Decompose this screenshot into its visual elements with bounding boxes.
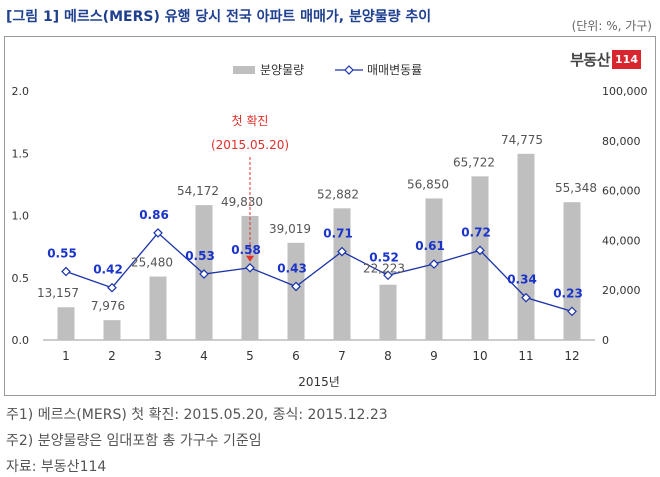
line-marker <box>199 269 209 279</box>
bar <box>379 284 397 340</box>
left-tick-label: 1.0 <box>12 210 30 223</box>
line-value-label: 0.23 <box>553 286 583 300</box>
combo-chart: 0.0 0.5 1.0 1.5 2.0 0 20,000 40,000 60,000 80,000… <box>12 63 648 389</box>
line-marker <box>567 306 577 317</box>
line-value-label: 0.34 <box>507 273 537 287</box>
x-tick-label: 4 <box>200 349 208 363</box>
bar <box>517 153 535 340</box>
line-marker <box>153 228 163 238</box>
line-value-label: 0.61 <box>415 239 445 253</box>
x-axis-title: 2015년 <box>298 375 340 389</box>
legend-swatch-bars <box>233 66 255 74</box>
bar <box>103 320 121 340</box>
annotation-arrow-head <box>246 255 254 262</box>
figure-title: [그림 1] 메르스(MERS) 유행 당시 전국 아파트 매매가, 분양물량 … <box>6 9 432 25</box>
line-marker <box>291 281 301 292</box>
bar <box>425 198 443 340</box>
x-tick-label: 9 <box>430 349 438 363</box>
note-2: 주2) 분양물량은 임대포함 총 가구수 기준임 <box>6 433 262 449</box>
right-tick-label: 80,000 <box>602 135 641 148</box>
bar <box>57 307 75 340</box>
bar-value-label: 22,223 <box>363 262 405 276</box>
x-tick-label: 11 <box>518 349 533 363</box>
right-tick-label: 20,000 <box>602 284 641 297</box>
logo: 부동산 114 <box>570 49 641 70</box>
line-value-label: 0.71 <box>323 227 353 241</box>
chart-container: 부동산 114 0.0 0.5 1.0 1.5 2.0 0 20,000 40,000 60,0… <box>4 36 656 396</box>
left-tick-label: 0.0 <box>12 334 30 347</box>
legend-label-line: 매매변동률 <box>367 63 422 77</box>
bar-value-label: 74,775 <box>501 133 543 147</box>
line-value-label: 0.86 <box>139 208 169 222</box>
line-marker <box>337 246 347 257</box>
bar-value-label: 52,882 <box>317 187 359 201</box>
bar <box>241 215 259 340</box>
line-value-label: 0.43 <box>277 261 307 275</box>
x-tick-label: 5 <box>246 349 254 363</box>
source-note: 자료: 부동산114 <box>6 459 107 475</box>
x-tick-label: 7 <box>338 349 346 363</box>
line-marker <box>245 262 255 273</box>
right-tick-label: 60,000 <box>602 185 641 198</box>
right-tick-label: 40,000 <box>602 234 641 247</box>
logo-number: 114 <box>612 50 641 69</box>
right-tick-label: 100,000 <box>602 85 648 98</box>
bar-value-label: 54,172 <box>177 184 219 198</box>
bar-value-label: 13,157 <box>37 286 79 300</box>
bar-value-label: 7,976 <box>91 299 125 313</box>
annotation-date: (2015.05.20) <box>211 138 289 152</box>
left-tick-label: 1.5 <box>12 147 30 160</box>
note-1: 주1) 메르스(MERS) 첫 확진: 2015.05.20, 종식: 2015… <box>6 407 388 423</box>
line-value-label: 0.72 <box>461 225 491 239</box>
line-series <box>65 231 573 312</box>
line-marker <box>475 245 485 256</box>
line-marker <box>383 270 393 281</box>
bar <box>471 176 489 340</box>
line-marker <box>107 282 117 293</box>
bar <box>563 202 581 340</box>
x-tick-label: 12 <box>564 349 579 363</box>
bar-value-label: 39,019 <box>269 222 311 236</box>
line-value-label: 0.58 <box>231 243 261 257</box>
line-marker <box>521 292 531 303</box>
x-tick-label: 2 <box>108 349 116 363</box>
line-marker <box>61 266 71 277</box>
line-value-label: 0.55 <box>47 247 77 261</box>
line-value-label: 0.53 <box>185 249 215 263</box>
x-tick-label: 3 <box>154 349 162 363</box>
legend-marker-line <box>344 65 354 75</box>
bar-value-label: 49,830 <box>221 195 263 209</box>
left-tick-label: 2.0 <box>12 85 30 98</box>
x-tick-label: 8 <box>384 349 392 363</box>
logo-text: 부동산 <box>570 51 611 69</box>
annotation-label: 첫 확진 <box>232 114 269 128</box>
bar-value-label: 55,348 <box>555 181 597 195</box>
bar <box>149 276 167 340</box>
bar-value-label: 25,480 <box>131 256 173 270</box>
left-tick-label: 0.5 <box>12 272 30 285</box>
right-tick-label: 0 <box>602 334 609 347</box>
line-value-label: 0.52 <box>369 250 399 264</box>
line-value-label: 0.42 <box>93 263 123 277</box>
bar-value-label: 56,850 <box>407 177 449 191</box>
legend-label-bars: 분양물량 <box>260 63 304 77</box>
line-marker <box>429 259 439 269</box>
bar <box>333 208 351 340</box>
x-tick-label: 6 <box>292 349 300 363</box>
bar <box>287 242 305 340</box>
bar-value-label: 65,722 <box>453 155 495 169</box>
x-tick-label: 10 <box>472 349 487 363</box>
x-tick-label: 1 <box>62 349 70 363</box>
unit-label: (단위: %, 가구) <box>571 19 652 33</box>
